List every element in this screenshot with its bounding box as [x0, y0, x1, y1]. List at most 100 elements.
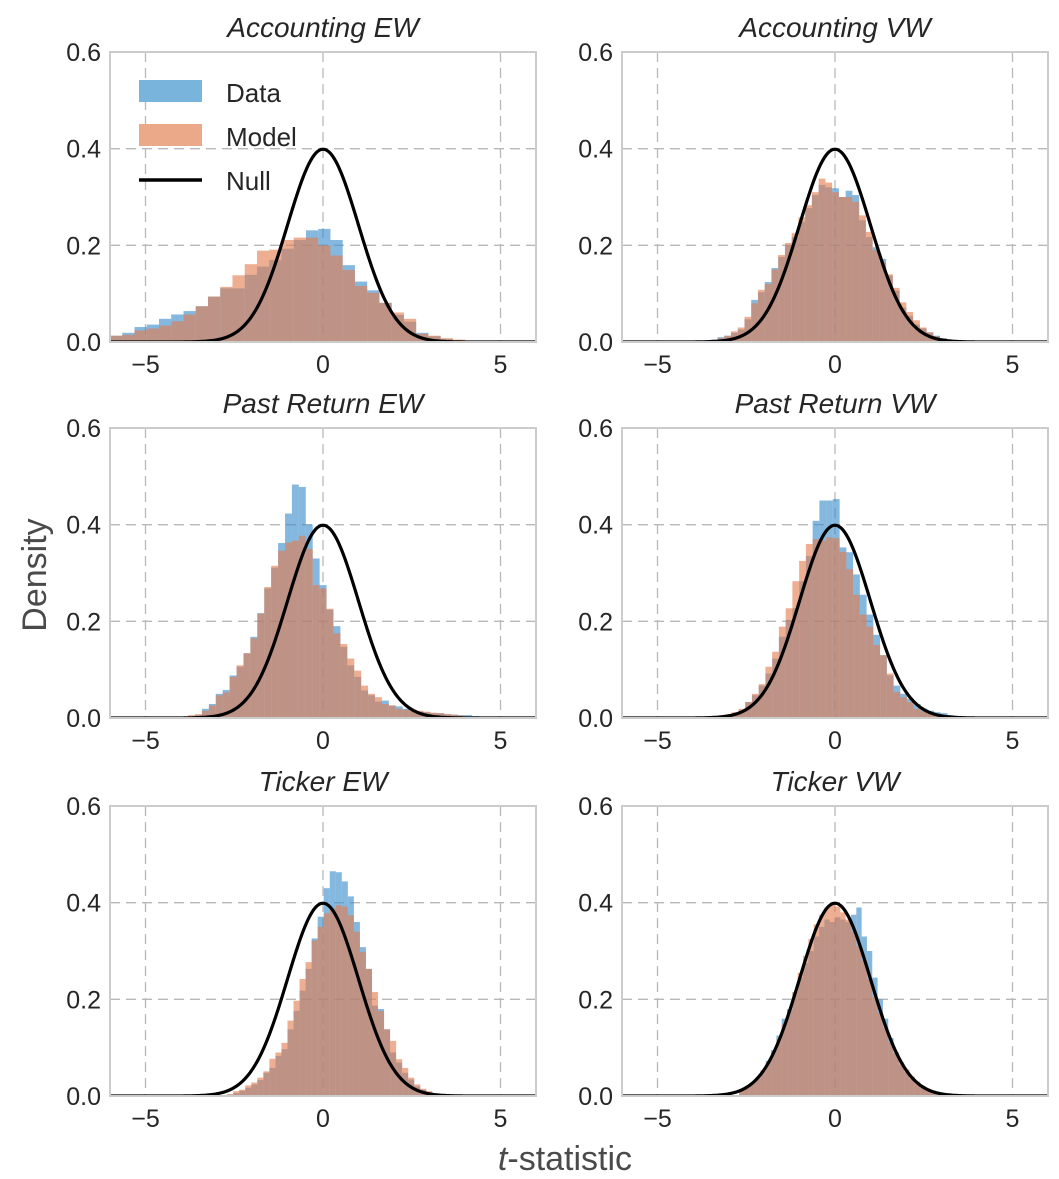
model-bar: [371, 992, 379, 1096]
model-bar: [264, 587, 272, 718]
panel-past-return-ew: −5 0 5 0.0 0.2 0.4 0.6 Past Return EW: [66, 388, 537, 755]
model-bar: [776, 1038, 782, 1096]
model-bar: [799, 560, 806, 718]
model-bar: [781, 1024, 788, 1096]
model-bar: [771, 1051, 777, 1096]
model-bar: [913, 320, 920, 342]
model-bar: [925, 1089, 931, 1096]
legend-label: Data: [226, 78, 281, 108]
model-bar: [122, 334, 135, 342]
model-bar: [886, 274, 893, 342]
model-bar: [859, 215, 866, 342]
model-bar: [730, 331, 738, 342]
y-tick-label: 0.6: [578, 415, 613, 443]
model-bar: [250, 638, 258, 718]
model-bar: [765, 666, 773, 718]
y-tick-label: 0.4: [578, 136, 613, 164]
model-bar: [378, 1010, 385, 1096]
model-bar: [329, 908, 336, 1096]
model-bar: [930, 1091, 937, 1096]
x-tick-label: −5: [643, 727, 672, 755]
y-tick-label: 0.4: [66, 890, 101, 918]
model-bar: [758, 684, 766, 718]
model-bar: [856, 946, 862, 1096]
y-axis-label: Density: [16, 518, 54, 631]
model-bar: [835, 906, 841, 1096]
model-bar: [359, 951, 366, 1096]
x-axis-label-italic: t: [498, 1140, 509, 1178]
model-bar: [365, 968, 372, 1096]
model-bar: [171, 321, 184, 342]
model-bar: [207, 296, 221, 342]
model-bar: [813, 924, 820, 1096]
y-tick-label: 0.4: [66, 136, 101, 164]
model-bar: [239, 1089, 246, 1096]
model-bar: [388, 705, 396, 718]
model-bar: [920, 711, 928, 718]
y-tick-label: 0.2: [578, 986, 613, 1014]
model-bar: [402, 709, 410, 718]
model-bar: [845, 197, 853, 342]
model-legend-swatch: [139, 124, 202, 146]
model-bar: [904, 1069, 910, 1096]
model-bar: [375, 697, 382, 718]
model-bar: [317, 926, 324, 1096]
model-bar: [784, 242, 792, 342]
model-bar: [195, 306, 208, 342]
y-tick-label: 0.6: [578, 39, 613, 67]
model-bar: [291, 540, 299, 718]
x-tick-label: 5: [494, 351, 508, 379]
model-bar: [269, 1058, 276, 1096]
model-bar: [281, 240, 294, 342]
model-bar: [251, 1082, 258, 1096]
x-tick-label: 0: [316, 1105, 330, 1133]
panel-title: Accounting VW: [737, 12, 933, 43]
model-bar: [379, 302, 392, 342]
model-bar: [785, 608, 793, 718]
model-bar: [803, 955, 809, 1096]
model-bar: [244, 264, 257, 342]
model-bar: [229, 676, 237, 718]
axes-frame: [621, 805, 1049, 1097]
model-bar: [900, 697, 908, 718]
model-bar: [865, 231, 873, 342]
histogram-bars: [110, 228, 490, 342]
legend: Data Model Null: [139, 78, 297, 196]
x-tick-label: 5: [1006, 1105, 1020, 1133]
legend-label: Model: [226, 122, 297, 152]
model-bar: [899, 302, 907, 342]
model-bar: [808, 938, 814, 1096]
model-bar: [361, 685, 369, 718]
model-bar: [764, 284, 772, 342]
x-tick-label: 5: [494, 1105, 508, 1133]
model-bar: [882, 1028, 889, 1096]
y-tick-label: 0.0: [66, 329, 101, 357]
model-bar: [318, 245, 331, 342]
panel-ticker-vw: −5 0 5 0.0 0.2 0.4 0.6 Ticker VW: [578, 766, 1049, 1133]
model-bar: [811, 192, 819, 342]
model-bar: [892, 287, 900, 342]
y-tick-label: 0.4: [66, 512, 101, 540]
model-bar: [907, 702, 914, 718]
axes-frame: [109, 805, 537, 1097]
model-bar: [771, 269, 779, 342]
axes-frame: [621, 51, 1049, 343]
model-bar: [787, 1009, 793, 1096]
model-bar: [158, 325, 172, 342]
model-bar: [146, 328, 159, 342]
y-tick-label: 0.0: [66, 705, 101, 733]
model-bar: [819, 540, 827, 718]
model-bar: [927, 712, 935, 718]
model-bar: [428, 335, 441, 342]
model-bar: [898, 1062, 905, 1096]
model-bar: [744, 1086, 750, 1096]
model-bar: [872, 250, 880, 342]
model-bar: [220, 286, 233, 342]
model-bar: [749, 1082, 756, 1096]
model-bar: [826, 537, 833, 718]
model-bar: [299, 979, 306, 1096]
histogram-bars: [710, 178, 954, 342]
model-bar: [335, 905, 342, 1096]
model-bar: [791, 233, 799, 342]
